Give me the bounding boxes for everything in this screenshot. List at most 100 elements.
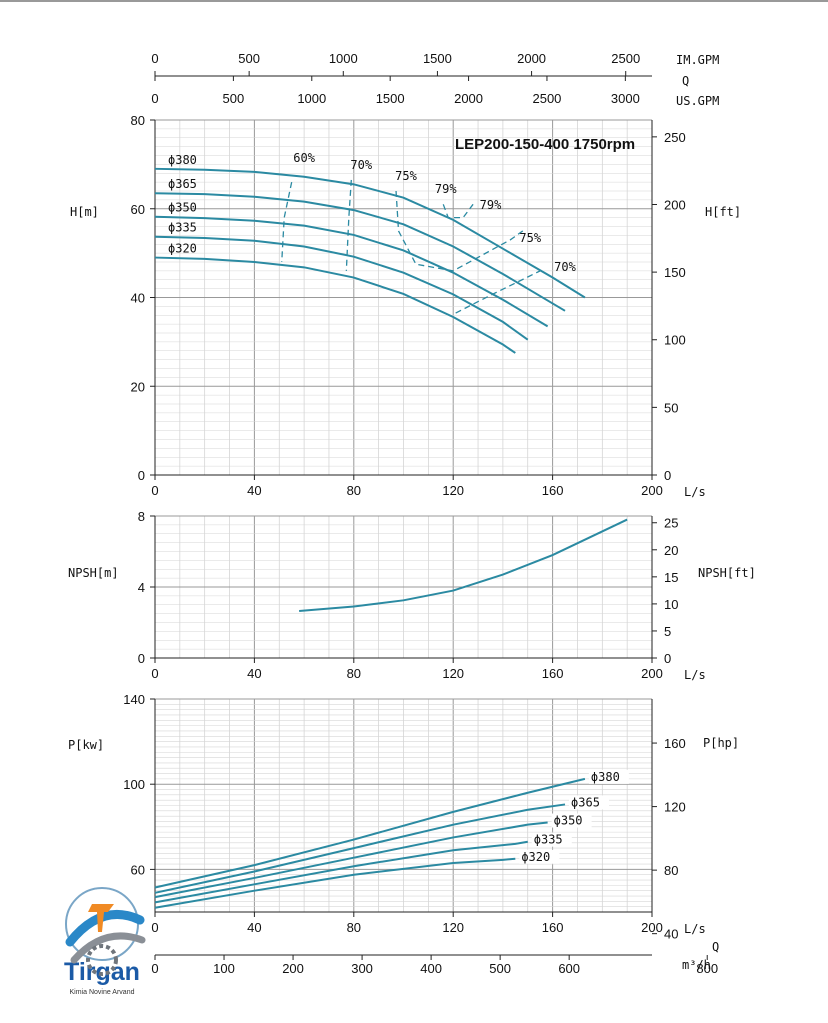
x-tick-label: 40 <box>247 666 261 681</box>
y-right-tick-label: 200 <box>664 197 686 212</box>
y-right-tick-label: 5 <box>664 624 671 639</box>
y-axis-right-label: H[ft] <box>705 205 741 219</box>
imp-gpm-tick-label: 2000 <box>517 51 546 66</box>
flow-axes-top: 0 500 1000 1500 2000 2500 IM.GPM Q 0 500 1000 1500 2… <box>151 51 719 108</box>
power-curve-label-bg <box>531 832 572 847</box>
efficiency-contour-70pct <box>455 270 541 314</box>
us-gpm-label: US.GPM <box>676 94 719 108</box>
q-label-bottom: Q <box>712 940 719 954</box>
m3h-tick-label: 300 <box>351 961 373 976</box>
y-right-tick-label: 0 <box>664 651 671 666</box>
x-tick-label: 160 <box>542 920 564 935</box>
efficiency-label: 60% <box>293 151 315 165</box>
x-tick-label: 200 <box>641 920 663 935</box>
m3h-label: m³/h <box>682 958 711 972</box>
x-tick-label: 120 <box>442 483 464 498</box>
x-axis-unit: L/s <box>684 668 706 682</box>
m3h-tick-label: 600 <box>558 961 580 976</box>
q-label-top: Q <box>682 74 689 88</box>
head-curve-label: ϕ320 <box>168 242 197 256</box>
power-curve-label-bg <box>588 769 629 784</box>
x-tick-label: 120 <box>442 666 464 681</box>
head-curve-d335 <box>154 235 529 341</box>
head-curve-d350 <box>154 215 549 328</box>
y-right-tick-label: 25 <box>664 516 678 531</box>
y-axis-label: H[m] <box>70 205 99 219</box>
x-tick-label: 40 <box>247 920 261 935</box>
head-curve-label: ϕ350 <box>168 201 197 215</box>
power-curve-d320 <box>154 857 516 909</box>
x-tick-label: 0 <box>151 483 158 498</box>
m3h-tick-label: 400 <box>420 961 442 976</box>
imp-gpm-tick-label: 0 <box>151 51 158 66</box>
y-right-tick-label: 120 <box>664 800 686 815</box>
y-right-tick-label: 160 <box>664 736 686 751</box>
y-tick-label: 80 <box>131 113 145 128</box>
efficiency-label: 79% <box>435 182 457 196</box>
y-axis-label: P[kw] <box>68 738 104 752</box>
m3h-tick-label: 800 <box>696 961 718 976</box>
efficiency-contour-79pct <box>442 203 474 219</box>
x-tick-label: 0 <box>151 920 158 935</box>
x-axis-unit: L/s <box>684 922 706 936</box>
imp-gpm-tick-label: 2500 <box>611 51 640 66</box>
x-axis-unit: L/s <box>684 485 706 499</box>
x-tick-label: 80 <box>347 920 361 935</box>
x-tick-label: 40 <box>247 483 261 498</box>
imp-gpm-tick-label: 1000 <box>329 51 358 66</box>
power-curve-label-bg <box>519 849 560 864</box>
y-tick-label: 60 <box>131 202 145 217</box>
y-tick-label: 0 <box>138 468 145 483</box>
us-gpm-tick-label: 500 <box>223 91 245 106</box>
y-right-tick-label: 250 <box>664 130 686 145</box>
power-curve-label-bg <box>551 813 592 828</box>
head-curve-label: ϕ365 <box>168 177 197 191</box>
y-axis-right-label: NPSH[ft] <box>698 566 756 580</box>
head-curve-d320 <box>154 256 516 354</box>
y-tick-label: 8 <box>138 509 145 524</box>
y-tick-label: 40 <box>131 291 145 306</box>
us-gpm-tick-label: 2000 <box>454 91 483 106</box>
y-right-tick-label: 40 <box>664 927 678 942</box>
efficiency-label: 79% <box>480 198 502 212</box>
power-curve-d365 <box>154 803 566 894</box>
head-panel: 0 40 80 120 160 200 L/s 0 20 40 60 80 H[m] H[ft] 0 50 10… <box>70 113 741 499</box>
y-tick-label: 20 <box>131 379 145 394</box>
efficiency-label: 70% <box>554 260 576 274</box>
y-axis-right-label: P[hp] <box>703 736 739 750</box>
head-curve-d380 <box>154 167 586 299</box>
y-tick-label: 60 <box>131 862 145 877</box>
chart-title: LEP200-150-400 1750rpm <box>455 136 635 153</box>
y-right-tick-label: 15 <box>664 570 678 585</box>
y-right-tick-label: 100 <box>664 333 686 348</box>
us-gpm-tick-label: 0 <box>151 91 158 106</box>
us-gpm-tick-label: 1000 <box>297 91 326 106</box>
efficiency-contour-60pct <box>281 181 293 263</box>
efficiency-contour-75pct <box>395 190 524 272</box>
imp-gpm-label: IM.GPM <box>676 53 719 67</box>
y-tick-label: 100 <box>123 777 145 792</box>
x-tick-label: 80 <box>347 483 361 498</box>
y-right-tick-label: 50 <box>664 400 678 415</box>
y-axis-label: NPSH[m] <box>68 566 119 580</box>
us-gpm-tick-label: 1500 <box>376 91 405 106</box>
us-gpm-tick-label: 2500 <box>532 91 561 106</box>
x-tick-label: 200 <box>641 483 663 498</box>
x-tick-label: 120 <box>442 920 464 935</box>
efficiency-label: 75% <box>395 169 417 183</box>
head-curve-label: ϕ380 <box>168 153 197 167</box>
m3h-axis: 0 100 200 300 400 500 600 800 Qm³/h <box>151 940 719 976</box>
x-tick-label: 0 <box>151 666 158 681</box>
power-curve-label: ϕ350 <box>554 814 583 828</box>
m3h-tick-label: 200 <box>282 961 304 976</box>
power-curve-label: ϕ320 <box>521 850 550 864</box>
power-curve-label: ϕ365 <box>571 795 600 809</box>
power-curve-d350 <box>154 821 548 899</box>
y-tick-label: 140 <box>123 692 145 707</box>
y-right-tick-label: 10 <box>664 597 678 612</box>
power-curve-label: ϕ380 <box>591 770 620 784</box>
m3h-tick-label: 0 <box>151 961 158 976</box>
y-right-tick-label: 0 <box>664 468 671 483</box>
tirgan-logo-icon <box>65 887 146 976</box>
